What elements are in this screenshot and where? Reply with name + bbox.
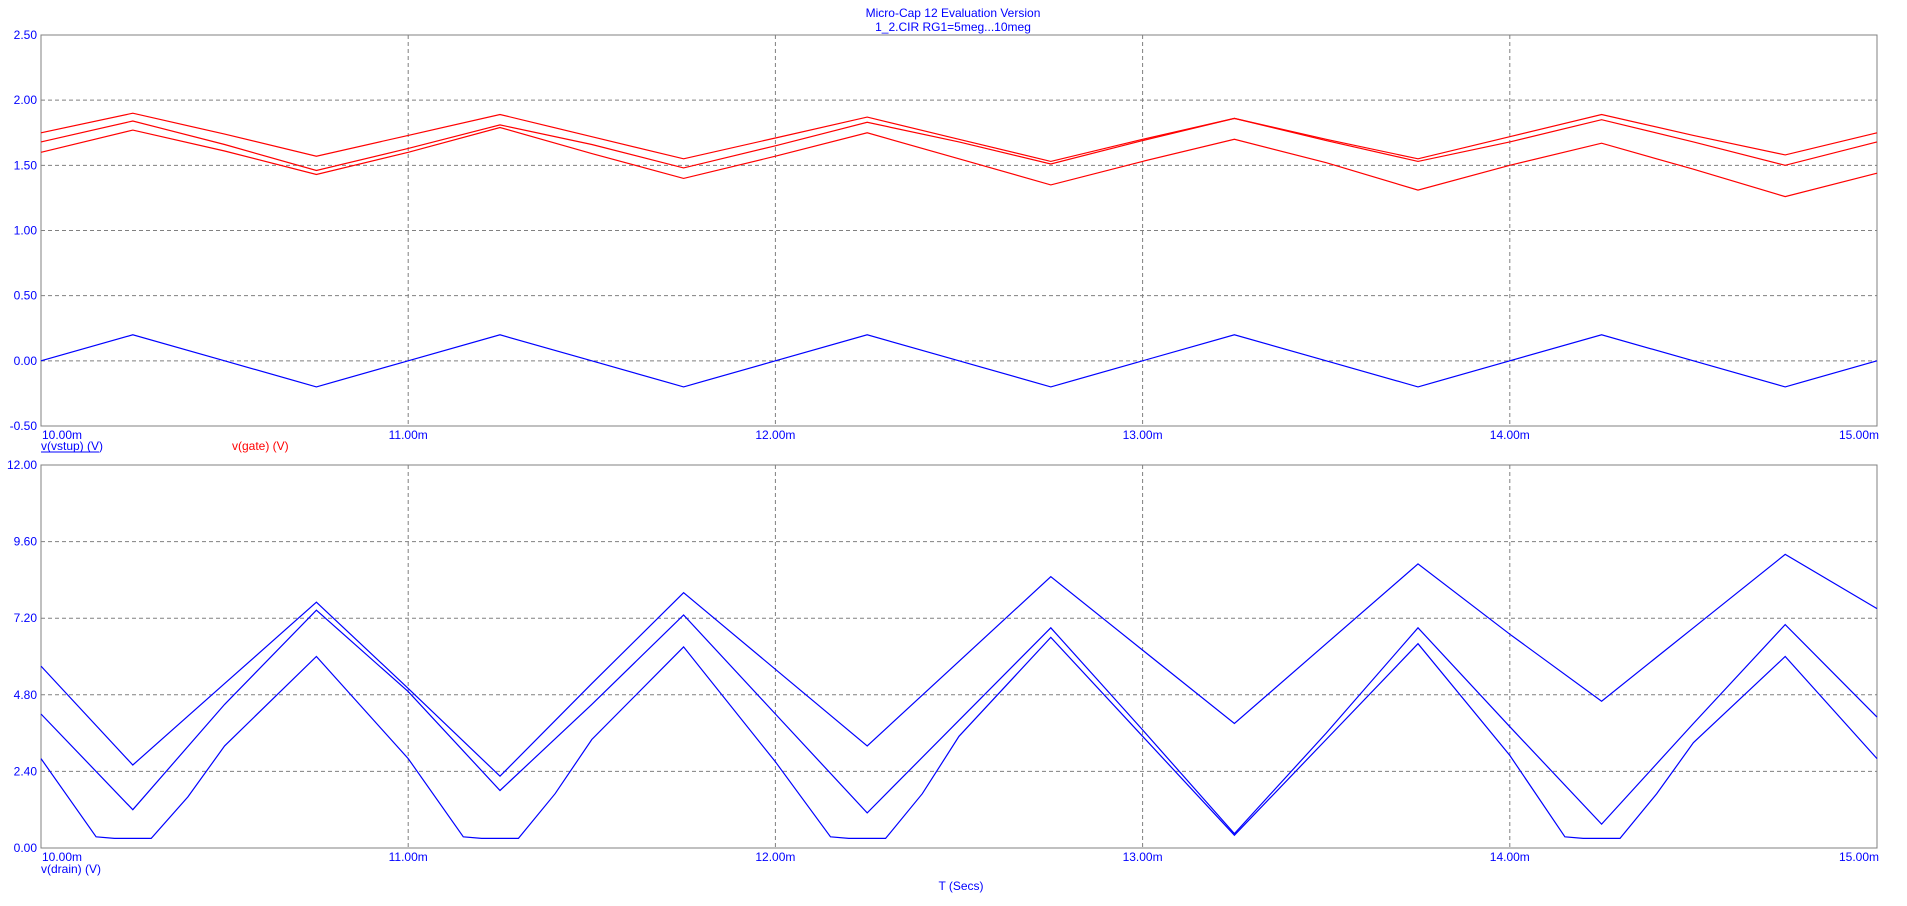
series-line bbox=[40, 117, 1878, 172]
chart-subtitle: 1_2.CIR RG1=5meg...10meg bbox=[875, 20, 1031, 34]
legend-entry: v(gate) (V) bbox=[232, 439, 289, 453]
x-tick-label: 15.00m bbox=[1839, 850, 1879, 864]
x-tick-label: 14.00m bbox=[1490, 428, 1530, 442]
x-tick-label: 12.00m bbox=[755, 850, 795, 864]
y-tick-label: 9.60 bbox=[14, 535, 38, 549]
upper-plot: -0.50 0.00 0.50 1.00 1.50 2.00 2.50 10.00m 11.00… bbox=[10, 28, 1879, 453]
y-tick-label: 7.20 bbox=[14, 611, 38, 625]
x-tick-label: 10.00m bbox=[42, 850, 82, 864]
y-tick-label: 1.50 bbox=[14, 158, 38, 172]
series-line bbox=[40, 609, 1878, 835]
x-tick-label: 10.00m bbox=[42, 428, 82, 442]
y-tick-label: 0.50 bbox=[14, 289, 38, 303]
x-tick-label: 13.00m bbox=[1123, 428, 1163, 442]
series-line bbox=[40, 553, 1878, 778]
y-tick-label: 2.00 bbox=[14, 93, 38, 107]
x-tick-label: 11.00m bbox=[389, 428, 428, 442]
legend-entry: v(vstup) (V) bbox=[41, 439, 103, 453]
legend-entry: v(drain) (V) bbox=[41, 862, 101, 876]
y-tick-label: 0.00 bbox=[14, 841, 38, 855]
y-tick-label: 1.00 bbox=[14, 224, 38, 238]
lower-plot: 0.00 2.40 4.80 7.20 9.60 12.00 10.00m 11.00m 12.… bbox=[7, 458, 1879, 893]
x-tick-label: 13.00m bbox=[1123, 850, 1163, 864]
y-tick-label: 4.80 bbox=[14, 688, 38, 702]
series-line bbox=[40, 126, 1878, 198]
y-tick-label: 12.00 bbox=[7, 458, 37, 472]
series-line bbox=[40, 112, 1878, 163]
x-tick-label: 14.00m bbox=[1490, 850, 1530, 864]
series-line bbox=[40, 334, 1878, 388]
chart-title: Micro-Cap 12 Evaluation Version bbox=[866, 6, 1041, 20]
y-tick-label: 2.40 bbox=[14, 764, 38, 778]
y-tick-label: 0.00 bbox=[14, 354, 38, 368]
x-tick-label: 15.00m bbox=[1839, 428, 1879, 442]
series-line bbox=[40, 636, 1878, 840]
y-tick-label: -0.50 bbox=[10, 419, 38, 433]
x-tick-label: 11.00m bbox=[389, 850, 428, 864]
plot-frame bbox=[40, 464, 1878, 849]
plot-frame bbox=[40, 34, 1878, 427]
x-axis-label: T (Secs) bbox=[938, 879, 983, 893]
x-tick-label: 12.00m bbox=[755, 428, 795, 442]
y-tick-label: 2.50 bbox=[14, 28, 38, 42]
